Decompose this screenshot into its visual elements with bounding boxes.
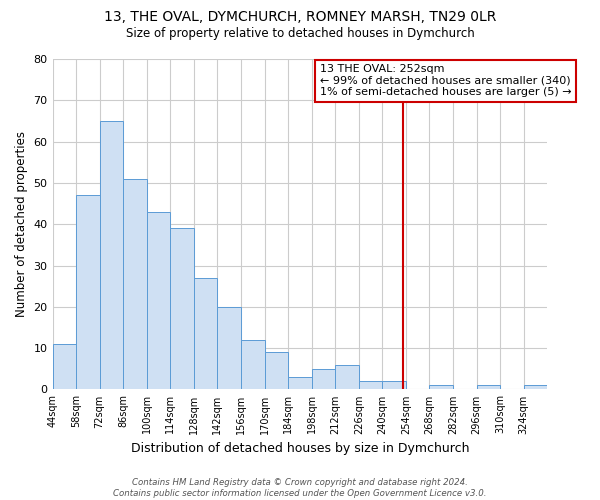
Y-axis label: Number of detached properties: Number of detached properties (15, 131, 28, 317)
Bar (288, 377, 311, 390)
Bar (359, 381, 382, 390)
Bar (476, 386, 500, 390)
Text: 13, THE OVAL, DYMCHURCH, ROMNEY MARSH, TN29 0LR: 13, THE OVAL, DYMCHURCH, ROMNEY MARSH, T… (104, 10, 496, 24)
Bar (382, 381, 406, 390)
Bar (170, 228, 194, 390)
Bar (147, 212, 170, 390)
Bar (217, 307, 241, 390)
Bar (524, 386, 547, 390)
Bar (123, 179, 147, 390)
Bar (194, 278, 217, 390)
Text: Contains HM Land Registry data © Crown copyright and database right 2024.
Contai: Contains HM Land Registry data © Crown c… (113, 478, 487, 498)
Bar (100, 121, 123, 390)
Bar (76, 196, 100, 390)
Bar (241, 340, 265, 390)
Bar (430, 386, 453, 390)
Bar (53, 344, 76, 390)
Text: Size of property relative to detached houses in Dymchurch: Size of property relative to detached ho… (125, 28, 475, 40)
Bar (335, 364, 359, 390)
X-axis label: Distribution of detached houses by size in Dymchurch: Distribution of detached houses by size … (131, 442, 469, 455)
Text: 13 THE OVAL: 252sqm
← 99% of detached houses are smaller (340)
1% of semi-detach: 13 THE OVAL: 252sqm ← 99% of detached ho… (320, 64, 571, 97)
Bar (265, 352, 288, 390)
Bar (311, 369, 335, 390)
